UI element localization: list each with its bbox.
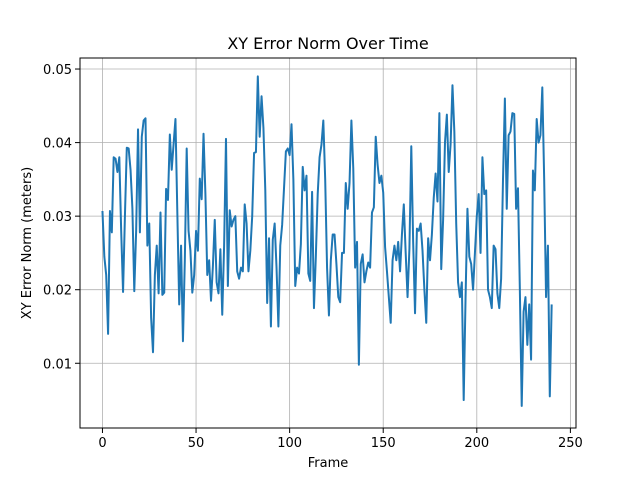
y-axis-label: XY Error Norm (meters): [20, 167, 35, 319]
x-tick-label: 50: [188, 436, 205, 451]
y-tick-label: 0.04: [43, 137, 72, 152]
plot-area-frame: [79, 57, 577, 429]
chart-title: XY Error Norm Over Time: [227, 34, 428, 53]
x-tick-label: 0: [98, 436, 106, 451]
x-tick-label: 100: [277, 436, 302, 451]
y-tick-label: 0.02: [43, 284, 72, 299]
y-tick-label: 0.03: [43, 210, 72, 225]
y-tick-label: 0.01: [43, 357, 72, 372]
grid: [80, 58, 576, 428]
x-tick-label: 200: [464, 436, 489, 451]
x-tick-label: 250: [558, 436, 583, 451]
axis-ticks: 0 50 100 150 200 250 0.01 0.02 0.03 0.04 0.05: [43, 63, 583, 451]
x-tick-label: 150: [371, 436, 396, 451]
x-axis-label: Frame: [308, 456, 349, 471]
series-line: [101, 75, 553, 407]
y-tick-label: 0.05: [43, 63, 72, 78]
